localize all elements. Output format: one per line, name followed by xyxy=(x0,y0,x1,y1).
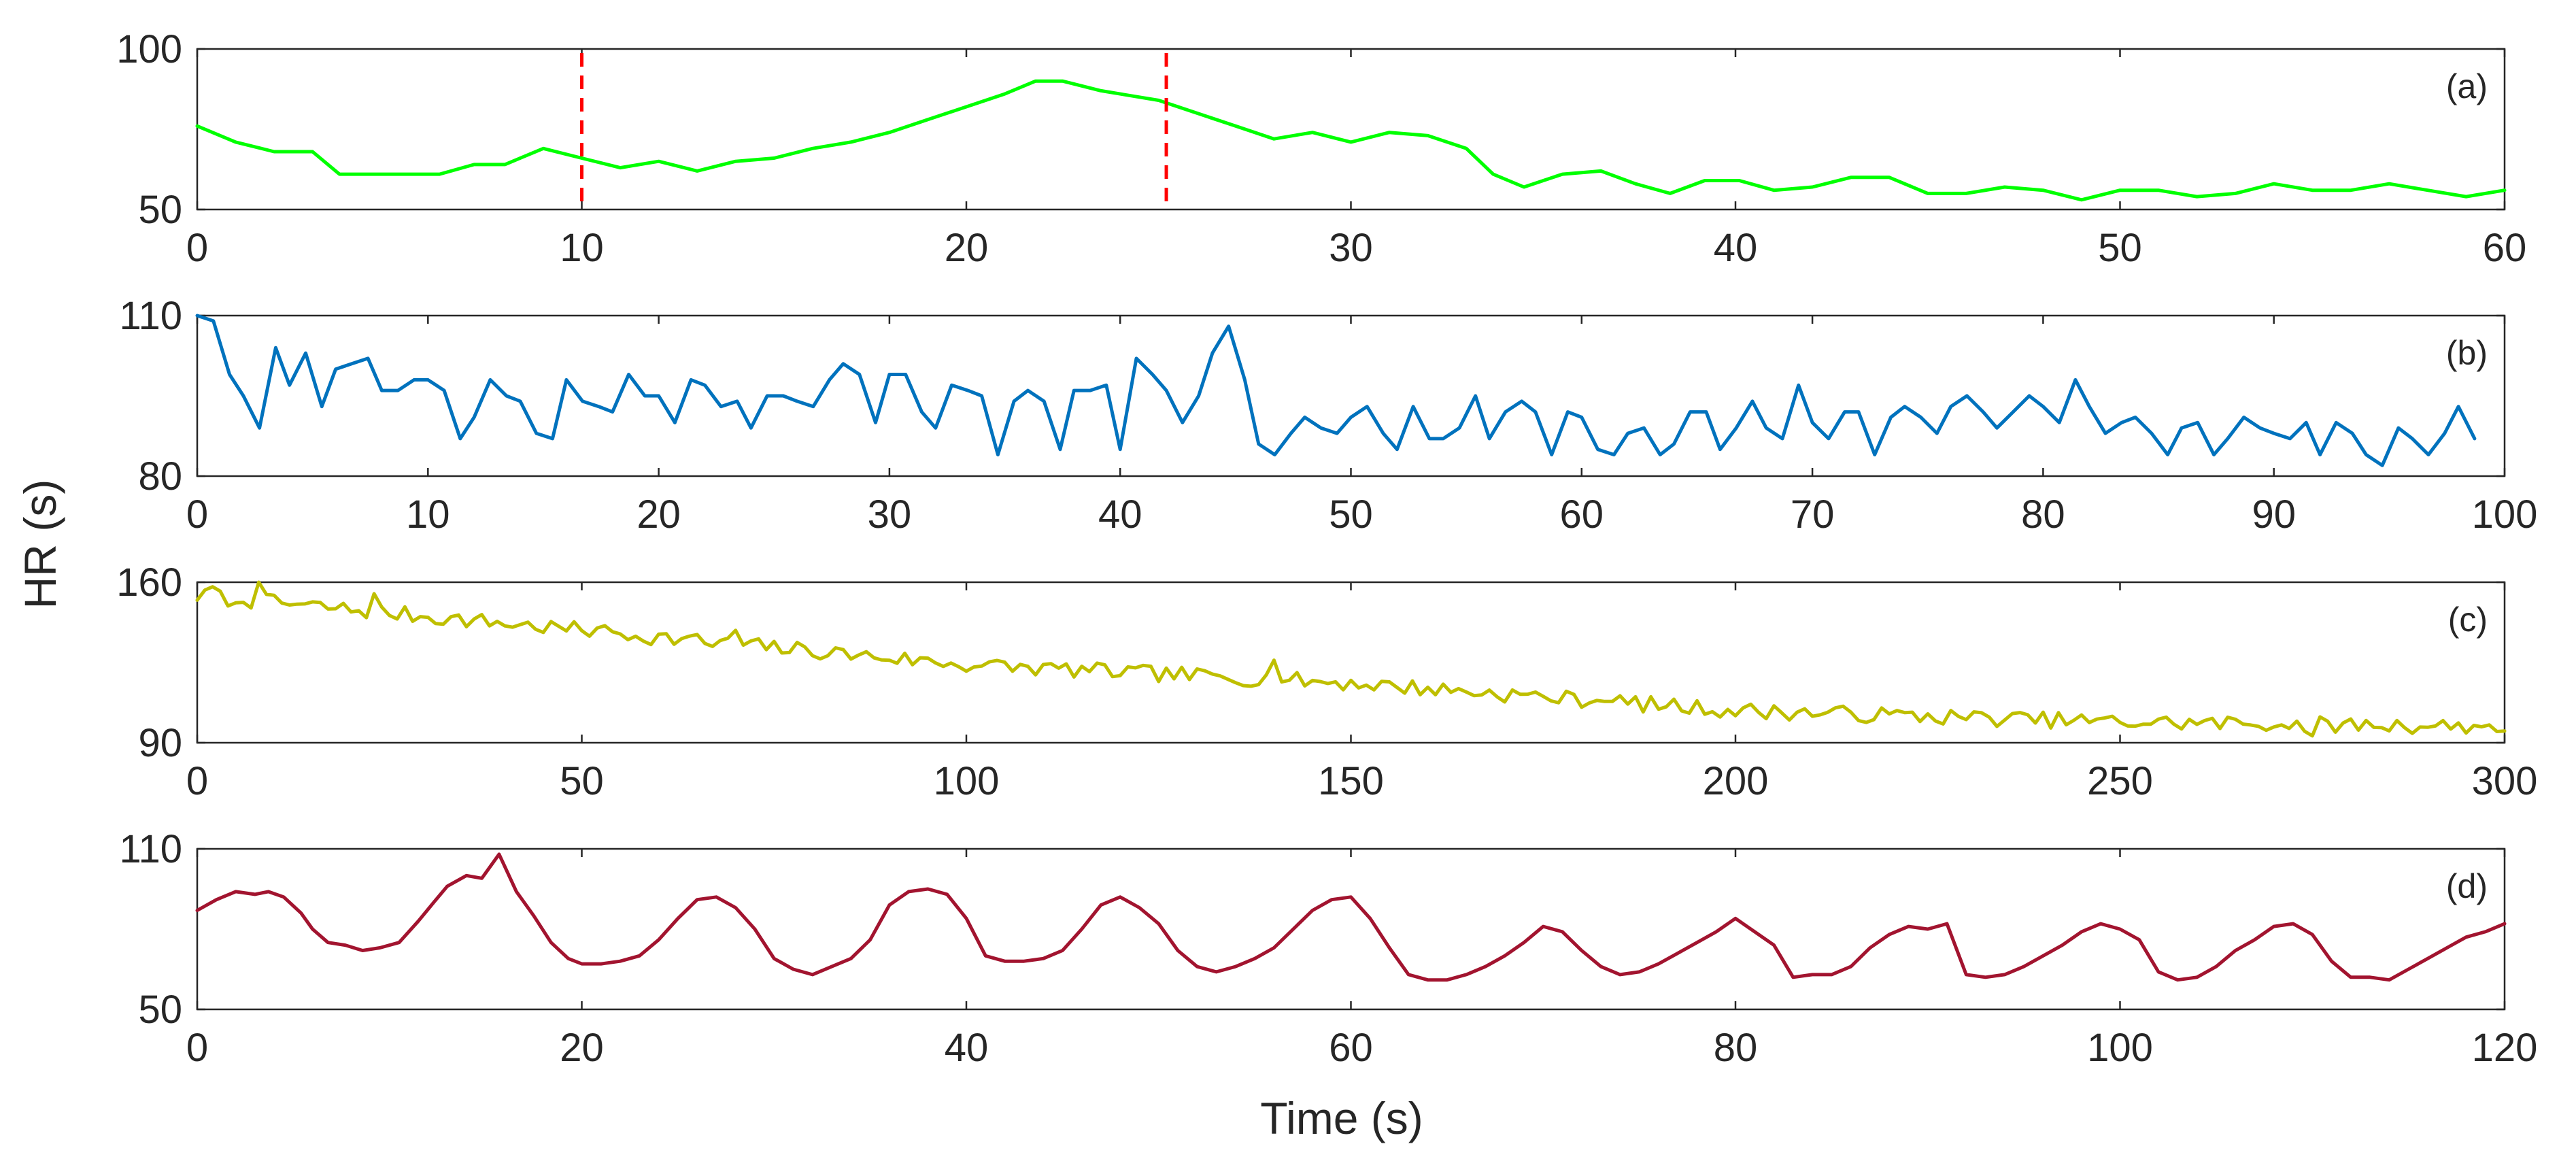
x-tick-label: 50 xyxy=(1329,492,1373,537)
y-tick-label: 50 xyxy=(138,188,182,232)
x-tick-label: 120 xyxy=(2472,1026,2538,1070)
x-tick-label: 60 xyxy=(1329,1026,1373,1070)
y-tick-label: 160 xyxy=(116,560,182,605)
panels: 0 10 20 30 40 50 60 100 50 (a) 0 10 20 30 40 50 60 70 80 90… xyxy=(116,27,2537,1070)
x-tick-label: 80 xyxy=(1714,1026,1758,1070)
x-tick-label: 200 xyxy=(1703,759,1769,803)
x-tick-label: 0 xyxy=(186,492,208,537)
x-tick-label: 40 xyxy=(1714,226,1758,270)
x-tick-label: 50 xyxy=(2098,226,2142,270)
panel-label: (c) xyxy=(2448,601,2488,639)
x-tick-label: 10 xyxy=(406,492,450,537)
x-tick-label: 30 xyxy=(1329,226,1373,270)
series-line-c xyxy=(195,580,2507,738)
x-tick-label: 30 xyxy=(868,492,912,537)
y-tick-label: 110 xyxy=(120,294,182,338)
x-axis-label: Time (s) xyxy=(1260,1093,1423,1143)
x-tick-label: 70 xyxy=(1791,492,1835,537)
x-tick-label: 300 xyxy=(2472,759,2538,803)
panel-c: 0 50 100 150 200 250 300 160 90 (c) xyxy=(116,560,2537,803)
x-tick-label: 100 xyxy=(2087,1026,2153,1070)
x-tick-label: 0 xyxy=(186,759,208,803)
x-tick-label: 90 xyxy=(2252,492,2296,537)
x-tick-label: 150 xyxy=(1318,759,1384,803)
series-line-b xyxy=(195,314,2477,467)
y-tick-label: 90 xyxy=(138,721,182,765)
x-tick-label: 50 xyxy=(560,759,604,803)
panel-d: 0 20 40 60 80 100 120 110 50 (d) xyxy=(120,827,2538,1070)
y-tick-label: 110 xyxy=(120,827,182,871)
x-tick-label: 20 xyxy=(560,1026,604,1070)
x-tick-label: 250 xyxy=(2087,759,2153,803)
x-tick-label: 0 xyxy=(186,1026,208,1070)
x-tick-label: 60 xyxy=(2483,226,2527,270)
x-tick-label: 20 xyxy=(637,492,681,537)
x-tick-label: 20 xyxy=(945,226,989,270)
x-tick-label: 10 xyxy=(560,226,604,270)
x-tick-label: 40 xyxy=(1098,492,1142,537)
x-tick-label: 60 xyxy=(1560,492,1604,537)
panel-b: 0 10 20 30 40 50 60 70 80 90 100 110 80 (b) xyxy=(120,294,2538,537)
panel-label: (b) xyxy=(2446,334,2488,372)
x-tick-label: 100 xyxy=(2472,492,2538,537)
panel-label: (d) xyxy=(2446,867,2488,905)
y-tick-label: 80 xyxy=(138,454,182,499)
panel-label: (a) xyxy=(2446,67,2488,105)
x-tick-label: 0 xyxy=(186,226,208,270)
series-line-d xyxy=(195,852,2507,982)
y-axis-label: HR (s) xyxy=(15,480,65,609)
x-tick-label: 40 xyxy=(945,1026,989,1070)
x-tick-label: 100 xyxy=(934,759,1000,803)
y-tick-label: 50 xyxy=(138,988,182,1032)
series-line-a xyxy=(195,79,2507,202)
panel-a: 0 10 20 30 40 50 60 100 50 (a) xyxy=(116,27,2526,270)
y-tick-label: 100 xyxy=(116,27,182,71)
x-tick-label: 80 xyxy=(2021,492,2065,537)
